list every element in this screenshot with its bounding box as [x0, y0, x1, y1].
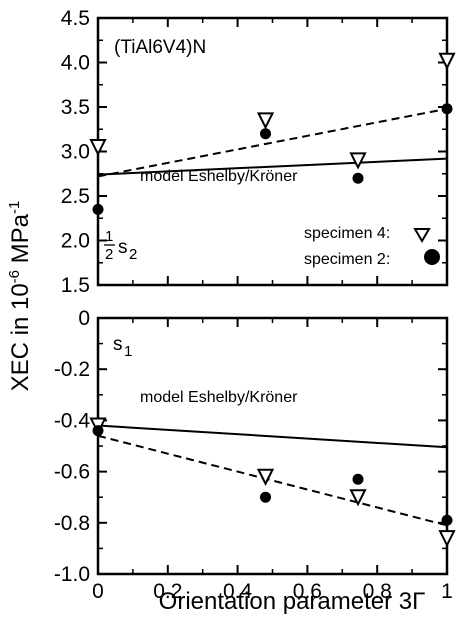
bottom-panel-lines	[97, 424, 448, 527]
marker-specimen-2	[260, 491, 272, 503]
legend-specimen2-marker	[424, 249, 440, 265]
marker-specimen-4	[349, 489, 367, 507]
marker-specimen-2	[352, 172, 364, 184]
y-axis-main: XEC in 10	[7, 283, 34, 391]
fit-line-dashed	[97, 434, 448, 527]
y-tick-label: 2.5	[61, 185, 90, 208]
y-tick-label: -0.4	[54, 409, 91, 432]
x-tick-label: 0.6	[293, 580, 322, 603]
legend-specimen2-label: specimen 2:	[304, 251, 390, 268]
y-tick-label: 4.5	[61, 7, 90, 30]
top-component-label: 1 2 s 2	[104, 228, 137, 263]
y-tick-label: 3.5	[61, 96, 90, 119]
component-symbol: s	[118, 237, 128, 258]
x-tick-label: 1	[441, 580, 453, 603]
y-tick-label: -0.6	[54, 461, 90, 484]
top-panel-markers	[89, 52, 456, 215]
y-tick-label: 1.5	[61, 274, 90, 297]
marker-specimen-2	[441, 514, 453, 526]
fraction-numerator: 1	[105, 228, 113, 245]
marker-specimen-2	[92, 425, 104, 437]
top-panel-ticks: 1.5 2.0 2.5 3.0 3.5 4.0 4.5	[61, 7, 448, 297]
top-panel-frame	[96, 16, 449, 287]
bottom-component-label: s 1	[113, 334, 132, 360]
marker-specimen-2	[92, 203, 104, 215]
legend-specimen4-marker	[413, 228, 431, 243]
model-label-bottom: model Eshelby/Kröner	[140, 389, 298, 406]
component-symbol: s	[113, 334, 123, 355]
model-line-solid	[97, 157, 448, 176]
y-axis-unit-exponent: -1	[6, 201, 23, 214]
model-line-solid	[97, 424, 448, 449]
top-panel-lines	[97, 107, 448, 178]
marker-specimen-2	[260, 128, 272, 140]
fraction-denominator: 2	[105, 246, 113, 263]
y-tick-label: 3.0	[61, 141, 90, 164]
component-subscript: 1	[124, 343, 132, 360]
y-tick-label: -0.2	[54, 358, 90, 381]
marker-specimen-2	[352, 473, 364, 485]
legend-specimen4-label: specimen 4:	[304, 225, 390, 242]
marker-specimen-4	[256, 468, 275, 486]
marker-specimen-2	[441, 103, 453, 115]
marker-specimen-4	[89, 139, 107, 157]
panel-annotation: (TiAl6V4)N	[114, 37, 206, 58]
y-tick-label: -0.8	[54, 512, 90, 535]
x-tick-label: 0.2	[153, 580, 182, 603]
y-axis-exponent: -6	[6, 270, 23, 283]
model-label-top: model Eshelby/Kröner	[140, 168, 298, 185]
x-tick-label: 0.4	[223, 580, 253, 603]
marker-specimen-4	[349, 152, 367, 170]
y-axis-title: XEC in 10-6 MPa-1	[6, 201, 34, 392]
x-axis-title: Orientation parameter 3Γ	[159, 588, 426, 615]
bottom-panel-frame	[96, 316, 449, 576]
legend: specimen 4: specimen 2:	[304, 225, 440, 268]
y-tick-label: 0	[78, 307, 90, 330]
marker-specimen-4	[438, 52, 456, 70]
fit-line-dashed	[97, 107, 448, 178]
marker-specimen-4	[438, 530, 456, 548]
bottom-panel-markers	[89, 417, 456, 548]
x-tick-label: 0.8	[363, 580, 392, 603]
y-tick-label: 2.0	[61, 230, 90, 253]
component-subscript: 2	[129, 246, 137, 263]
y-axis-unit: MPa	[7, 213, 34, 270]
y-tick-label: 4.0	[61, 52, 90, 75]
marker-specimen-4	[256, 112, 275, 130]
x-tick-label: 0	[92, 580, 104, 603]
y-tick-label: -1.0	[54, 563, 90, 586]
